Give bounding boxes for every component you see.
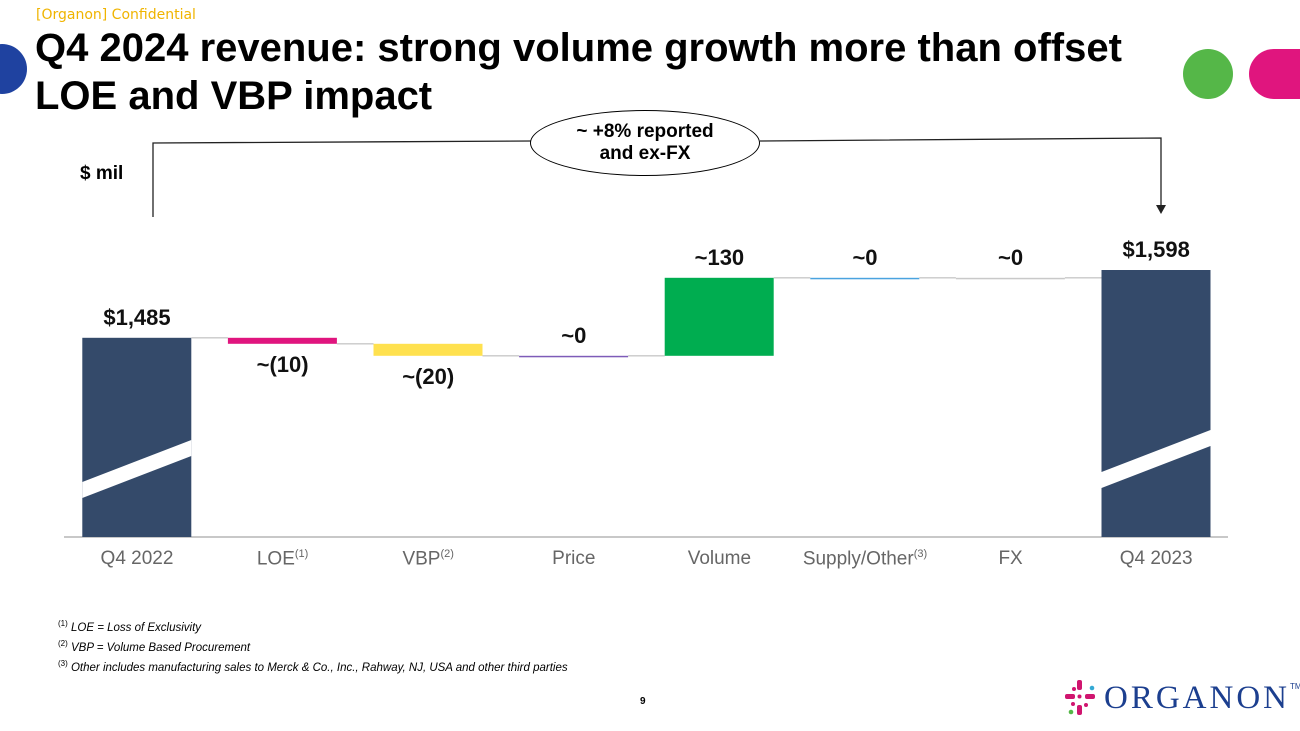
bar-fx [955, 277, 1065, 280]
bar-q4-2022 [82, 337, 192, 537]
page-number: 9 [640, 696, 646, 707]
pink-pill-decoration [1249, 49, 1300, 99]
bar-q4-2023 [1101, 270, 1211, 537]
bar-loe [227, 337, 337, 344]
category-text: Q4 2023 [1119, 548, 1193, 569]
footnote-mark: (1) [58, 619, 68, 628]
growth-callout: ~ +8% reported and ex-FX [530, 110, 760, 176]
bar-vbp [373, 343, 483, 356]
data-label: ~0 [998, 244, 1024, 270]
footnote: (1) LOE = Loss of Exclusivity [58, 616, 568, 636]
data-label: ~0 [852, 244, 878, 270]
footnotes: (1) LOE = Loss of Exclusivity (2) VBP = … [58, 616, 568, 675]
footnote-text: Other includes manufacturing sales to Me… [70, 661, 568, 674]
arrow-down-icon [1156, 205, 1166, 214]
bracket-left-line [152, 140, 532, 217]
confidential-label: [Organon] Confidential [36, 7, 196, 23]
category-label: FX [938, 548, 1084, 570]
unit-label: $ mil [80, 163, 124, 184]
callout-text: ~ +8% reported and ex-FX [576, 121, 714, 164]
bracket-right-line [759, 137, 1162, 206]
waterfall-chart [64, 270, 1228, 538]
category-label: Volume [646, 548, 792, 570]
category-footnote-mark: (3) [913, 548, 928, 560]
axis-break-mark [1101, 430, 1211, 488]
category-label: LOE(1) [210, 548, 356, 570]
data-label: $1,598 [1122, 237, 1190, 262]
page-title: Q4 2024 revenue: strong volume growth mo… [35, 26, 1122, 118]
category-text: Volume [687, 548, 752, 569]
category-label: Supply/Other(3) [792, 548, 938, 570]
data-label: ~(20) [402, 363, 455, 389]
footnote: (2) VBP = Volume Based Procurement [58, 636, 568, 656]
axis-break-mark [82, 440, 192, 498]
organon-mark-icon [1065, 680, 1095, 715]
data-label: ~(10) [256, 351, 309, 377]
footnote: (3) Other includes manufacturing sales t… [58, 656, 568, 676]
category-text: Q4 2022 [100, 548, 174, 569]
bar-supply-other [810, 277, 920, 280]
blue-dot-decoration [0, 44, 27, 94]
data-label: ~0 [561, 322, 587, 348]
footnote-mark: (3) [58, 658, 68, 668]
organon-logo: ORGANON TM [1062, 678, 1300, 718]
category-label: Price [501, 548, 647, 570]
category-text: VBP [402, 548, 441, 570]
category-text: Price [552, 548, 596, 569]
category-label: Q4 2022 [64, 548, 210, 570]
category-text: FX [998, 548, 1023, 569]
category-footnote-mark: (1) [294, 548, 309, 560]
logo-wordmark: ORGANON [1104, 679, 1290, 716]
category-text: LOE [256, 548, 295, 570]
footnote-text: LOE = Loss of Exclusivity [70, 621, 202, 634]
category-text: Supply/Other [802, 548, 914, 570]
category-label: VBP(2) [355, 548, 501, 570]
logo-trademark: TM [1290, 682, 1300, 691]
bar-volume [664, 277, 774, 356]
bar-price [519, 355, 629, 358]
green-dot-decoration [1183, 49, 1233, 99]
data-label: $1,485 [103, 304, 171, 330]
category-footnote-mark: (2) [440, 548, 454, 560]
footnote-mark: (2) [58, 638, 68, 648]
footnote-text: VBP = Volume Based Procurement [70, 641, 251, 654]
data-label: ~130 [694, 244, 745, 270]
category-label: Q4 2023 [1083, 548, 1229, 570]
